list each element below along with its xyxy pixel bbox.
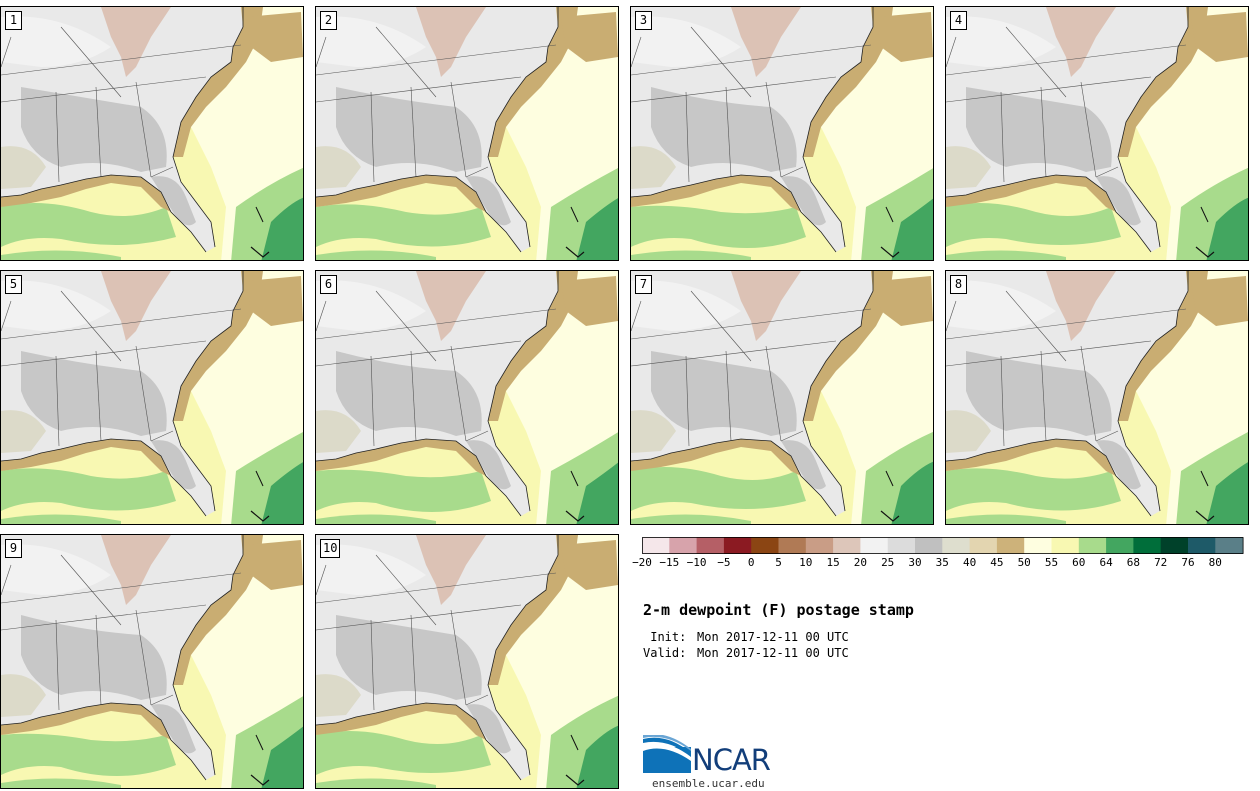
colorbar-swatch (1133, 537, 1162, 554)
colorbar-swatch (1051, 537, 1080, 554)
colorbar-frame (642, 537, 1244, 554)
colorbar-tick-label: −15 (659, 556, 680, 569)
figure-title: 2-m dewpoint (F) postage stamp (643, 601, 914, 619)
colorbar-swatch (778, 537, 807, 554)
ncar-logo-text: NCAR (692, 743, 771, 777)
dewpoint-map (1, 535, 303, 788)
dewpoint-map (631, 7, 933, 260)
colorbar-tick-label: 40 (962, 556, 977, 569)
map-panel: 10 (315, 534, 619, 789)
colorbar-tick-label: −5 (717, 556, 731, 569)
panel-number: 1 (5, 11, 22, 30)
colorbar-tick-label: 45 (990, 556, 1004, 569)
panel-number: 4 (950, 11, 967, 30)
colorbar-tick-label: 80 (1208, 556, 1222, 569)
colorbar-swatch (1106, 537, 1134, 554)
colorbar-swatch (723, 537, 752, 554)
map-panel: 4 (945, 6, 1249, 261)
colorbar-tick-label: 68 (1126, 556, 1141, 569)
colorbar-swatch (942, 537, 970, 554)
dewpoint-map (946, 271, 1248, 524)
colorbar-tick-label: 30 (908, 556, 922, 569)
map-panel: 2 (315, 6, 619, 261)
map-panel: 3 (630, 6, 934, 261)
map-panel: 9 (0, 534, 304, 789)
colorbar-swatch (996, 537, 1025, 554)
colorbar-swatch (833, 537, 861, 554)
panel-number: 10 (320, 539, 341, 558)
colorbar-tick-label: 0 (747, 556, 755, 569)
panel-number: 2 (320, 11, 337, 30)
colorbar-tick-label: 25 (881, 556, 895, 569)
dewpoint-map (1, 7, 303, 260)
colorbar-swatch (1188, 537, 1216, 554)
dewpoint-map (631, 271, 933, 524)
colorbar-tick-label: 10 (799, 556, 813, 569)
colorbar-tick-label: 35 (935, 556, 949, 569)
colorbar-tick-label: 64 (1099, 556, 1113, 569)
panel-number: 6 (320, 275, 337, 294)
colorbar-swatch (887, 537, 916, 554)
valid-value: Mon 2017-12-11 00 UTC (697, 646, 849, 660)
colorbar-tick-label: −20 (632, 556, 652, 569)
colorbar (642, 537, 1244, 554)
colorbar-swatch (642, 537, 670, 554)
map-panel: 7 (630, 270, 934, 525)
colorbar-swatch (969, 537, 998, 554)
colorbar-swatch (1215, 537, 1243, 554)
colorbar-tick-label: 50 (1017, 556, 1031, 569)
dewpoint-map (316, 7, 618, 260)
init-label: Init: (643, 630, 687, 644)
colorbar-swatch (915, 537, 943, 554)
colorbar-tick-label: 55 (1044, 556, 1059, 569)
init-value: Mon 2017-12-11 00 UTC (697, 630, 849, 644)
panel-number: 5 (5, 275, 22, 294)
colorbar-tick-label: 60 (1072, 556, 1086, 569)
map-panel: 1 (0, 6, 304, 261)
colorbar-tick-label: −10 (686, 556, 707, 569)
colorbar-swatch (751, 537, 779, 554)
panel-number: 7 (635, 275, 652, 294)
dewpoint-map (316, 271, 618, 524)
map-panel: 8 (945, 270, 1249, 525)
panel-number: 9 (5, 539, 22, 558)
ncar-logo-icon (643, 735, 691, 773)
dewpoint-map (1, 271, 303, 524)
dewpoint-map (316, 535, 618, 788)
colorbar-swatch (1160, 537, 1189, 554)
colorbar-tick-label: 15 (826, 556, 840, 569)
colorbar-swatch (696, 537, 725, 554)
colorbar-swatch (1024, 537, 1052, 554)
colorbar-tick-label: 5 (775, 556, 782, 569)
colorbar-swatch (669, 537, 697, 554)
map-panel: 5 (0, 270, 304, 525)
valid-label: Valid: (643, 646, 687, 660)
panel-number: 3 (635, 11, 652, 30)
colorbar-tick-label: 20 (853, 556, 868, 569)
colorbar-tick-label: 76 (1181, 556, 1195, 569)
colorbar-swatch (805, 537, 834, 554)
colorbar-tick-label: 72 (1154, 556, 1168, 569)
logo-url: ensemble.ucar.edu (652, 777, 765, 790)
colorbar-swatch (860, 537, 889, 554)
panel-number: 8 (950, 275, 967, 294)
map-panel: 6 (315, 270, 619, 525)
dewpoint-map (946, 7, 1248, 260)
colorbar-swatch (1078, 537, 1107, 554)
